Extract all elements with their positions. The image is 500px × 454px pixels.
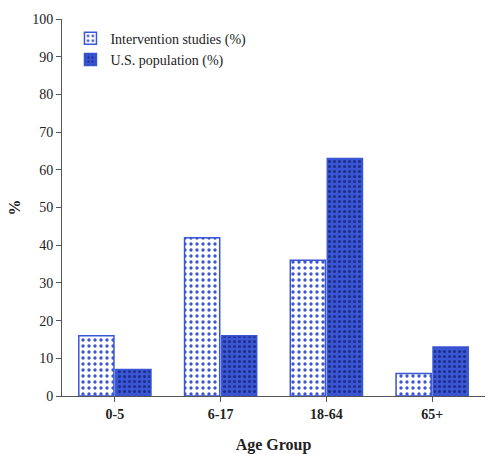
svg-text:U.S. population (%): U.S. population (%) bbox=[110, 53, 223, 69]
svg-text:90: 90 bbox=[39, 50, 53, 65]
svg-text:10: 10 bbox=[39, 351, 53, 366]
svg-text:30: 30 bbox=[39, 276, 53, 291]
svg-text:Intervention studies (%): Intervention studies (%) bbox=[110, 32, 246, 48]
svg-text:40: 40 bbox=[39, 238, 53, 253]
svg-text:65+: 65+ bbox=[421, 407, 443, 422]
svg-text:%: % bbox=[6, 200, 23, 216]
svg-text:80: 80 bbox=[39, 87, 53, 102]
svg-text:50: 50 bbox=[39, 200, 53, 215]
svg-text:Age Group: Age Group bbox=[236, 436, 312, 454]
svg-text:0: 0 bbox=[46, 389, 53, 404]
svg-text:20: 20 bbox=[39, 314, 53, 329]
svg-text:18-64: 18-64 bbox=[310, 407, 343, 422]
svg-text:0-5: 0-5 bbox=[106, 407, 125, 422]
svg-text:60: 60 bbox=[39, 163, 53, 178]
svg-text:70: 70 bbox=[39, 125, 53, 140]
svg-text:100: 100 bbox=[32, 12, 53, 27]
svg-text:6-17: 6-17 bbox=[208, 407, 234, 422]
